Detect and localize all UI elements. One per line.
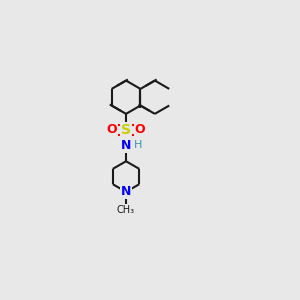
Text: O: O — [135, 123, 146, 136]
Text: O: O — [106, 123, 117, 136]
Text: H: H — [134, 140, 142, 150]
Text: N: N — [121, 139, 131, 152]
Text: S: S — [121, 123, 131, 136]
Text: N: N — [121, 185, 131, 198]
Text: CH₃: CH₃ — [117, 205, 135, 215]
